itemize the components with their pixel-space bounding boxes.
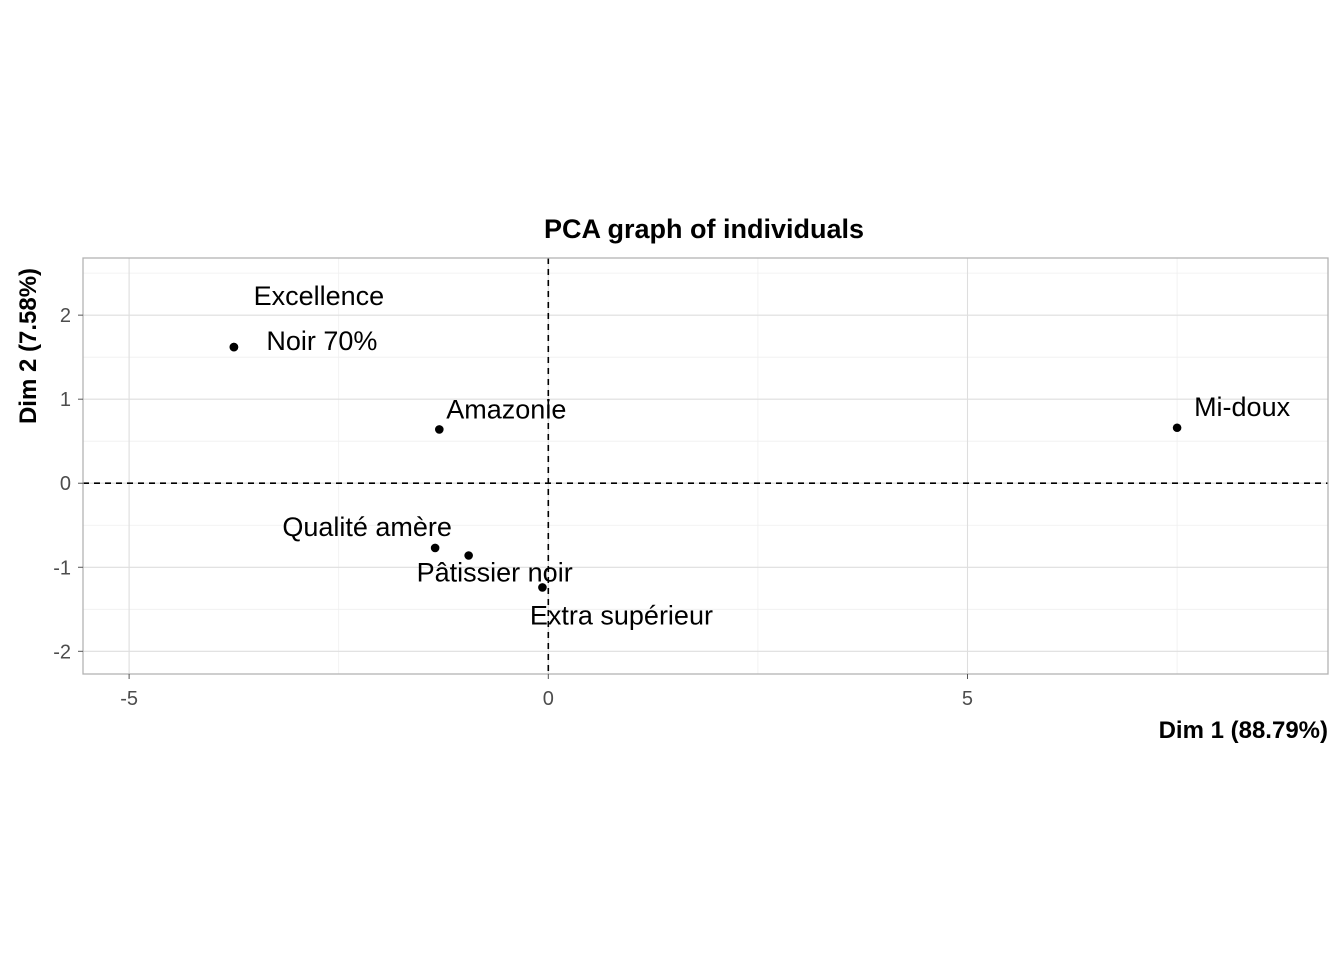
data-point — [1172, 423, 1182, 433]
y-tick-label: -2 — [53, 641, 71, 663]
points-layer — [229, 342, 1182, 592]
data-point — [538, 583, 547, 592]
y-tick-label: 0 — [60, 473, 71, 495]
point-label: Excellence — [254, 281, 385, 311]
reference-lines — [83, 258, 1328, 674]
data-point — [229, 342, 239, 352]
panel-border — [82, 257, 1329, 675]
data-point — [430, 543, 440, 553]
y-axis-title: Dim 2 (7.58%) — [15, 268, 42, 424]
data-point — [435, 425, 444, 434]
point-label: Pâtissier noir — [417, 558, 573, 588]
data-point — [464, 551, 473, 560]
point-label: Extra supérieur — [530, 600, 713, 630]
y-tick-label: -1 — [53, 557, 71, 579]
point-label: Noir 70% — [266, 326, 377, 356]
point-label: Amazonie — [446, 394, 566, 424]
axis-ticks: -5 0 5 -2 -1 0 1 2 — [53, 305, 973, 710]
y-tick-label: 2 — [60, 305, 71, 327]
point-label: Qualité amère — [282, 512, 452, 542]
x-tick-label: 0 — [543, 688, 554, 710]
y-tick-label: 1 — [60, 389, 71, 411]
x-tick-label: -5 — [120, 688, 138, 710]
chart-title: PCA graph of individuals — [544, 214, 864, 244]
x-axis-title: Dim 1 (88.79%) — [1159, 717, 1328, 744]
point-labels-layer: Excellence Noir 70% Amazonie Mi-doux Qualité… — [254, 281, 1291, 630]
point-label: Mi-doux — [1194, 392, 1291, 422]
x-tick-label: 5 — [962, 688, 973, 710]
